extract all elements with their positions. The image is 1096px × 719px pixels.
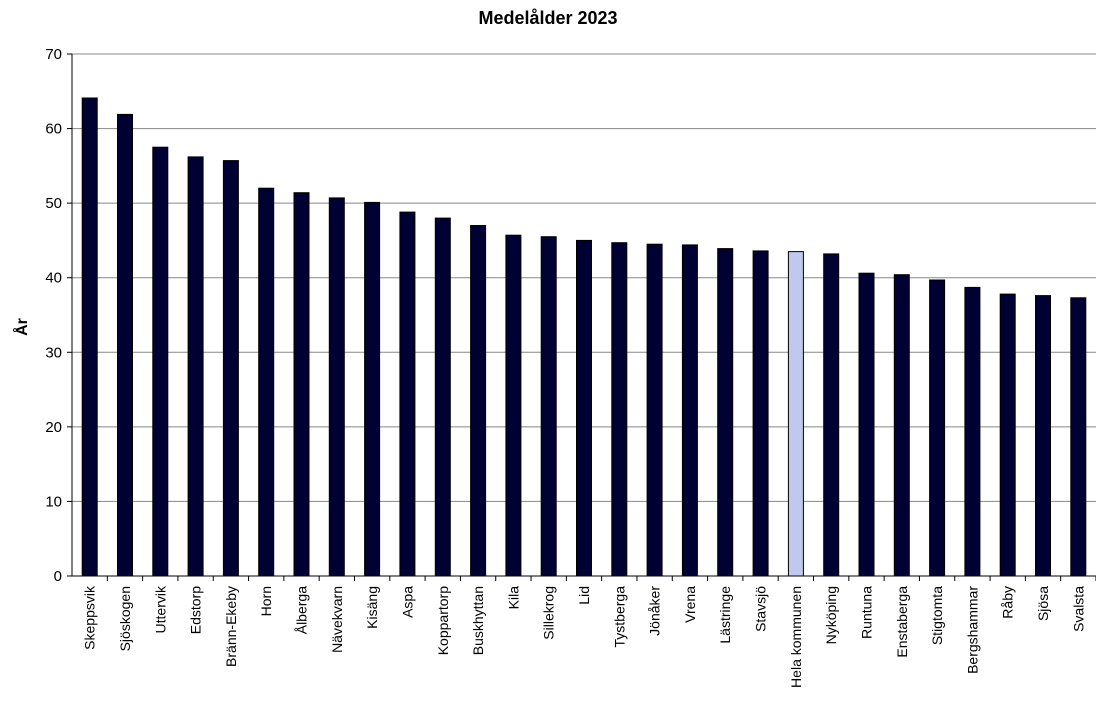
x-tick-label: Lid [576,586,592,605]
x-tick-label: Edstorp [188,586,204,634]
bar-bränn-ekeby [222,160,239,577]
bar-skeppsvik [81,97,98,577]
x-tick-label: Svalsta [1070,586,1086,632]
x-tick-label: Råby [1000,586,1016,619]
bar-kila [505,234,522,577]
bar-lästringe [717,248,734,577]
bar-hela-kommunen [787,251,804,577]
y-tick-label: 20 [45,419,62,436]
y-tick-label: 30 [45,344,62,361]
bar-buskhyttan [470,225,487,577]
bar-sjösa [1035,295,1051,577]
x-tick-label: Koppartorp [435,586,451,655]
y-tick-label: 60 [45,121,62,138]
x-tick-label: Nyköping [823,586,839,644]
bar-nyköping [823,253,840,577]
bar-uttervik [152,146,169,577]
x-tick-label: Nävekvarn [329,586,345,653]
x-tick-label: Kisäng [364,586,380,629]
x-tick-label: Aspa [399,586,415,618]
x-tick-label: Horn [258,586,274,616]
x-tick-label: Kila [505,586,521,610]
bar-bergshammar [964,286,981,577]
bar-råby [999,293,1016,577]
bar-enstaberga [893,274,910,577]
x-tick-label: Skeppsvik [82,585,98,650]
bar-edstorp [187,156,204,577]
chart-title: Medelålder 2023 [478,8,618,28]
y-tick-label: 50 [45,195,62,212]
x-tick-label: Stigtomta [929,586,945,645]
bar-lid [576,239,592,577]
x-tick-label: Tystberga [611,586,627,648]
bars [81,97,1087,577]
bar-koppartorp [434,217,451,577]
bar-aspa [399,211,416,577]
y-tick-labels: 0 10 20 30 40 50 60 70 [45,46,72,585]
y-tick-label: 70 [45,46,62,63]
x-tick-label: Bergshammar [964,586,980,674]
bar-stigtomta [929,279,946,577]
x-tick-label: Vrena [682,586,698,623]
x-tick-label: Sillekrog [541,586,557,640]
bar-sillekrog [540,236,557,577]
bar-tystberga [611,242,628,577]
x-tick-label: Hela kommunen [788,586,804,688]
x-tick-label: Stavsjö [753,586,769,632]
bar-sjöskogen [117,113,133,577]
x-tick-label: Lästringe [717,586,733,644]
x-tick-label: Enstaberga [894,586,910,658]
x-tick-label: Jönåker [647,586,663,636]
x-tick-label: Ålberga [294,586,310,634]
bar-runtuna [858,272,875,577]
bar-nävekvarn [328,197,345,577]
x-tick-labels: Skeppsvik Sjöskogen Uttervik Edstorp Bränn-E… [82,576,1096,688]
x-tick-label: Bränn-Ekeby [223,586,239,667]
x-tick-label: Uttervik [152,585,168,633]
bar-jönåker [646,243,663,577]
bar-kisäng [364,201,381,577]
y-tick-label: 40 [45,270,62,287]
x-tick-label: Sjöskogen [117,586,133,651]
bar-svalsta [1070,297,1087,577]
y-tick-label: 0 [54,568,62,585]
bar-stavsjö [752,250,769,577]
bar-vrena [681,244,698,577]
x-tick-label: Buskhyttan [470,586,486,655]
bar-horn [258,187,275,577]
x-tick-label: Runtuna [858,586,874,639]
y-tick-label: 10 [45,493,62,510]
bar-ålberga [293,192,310,577]
x-tick-label: Sjösa [1035,586,1051,621]
